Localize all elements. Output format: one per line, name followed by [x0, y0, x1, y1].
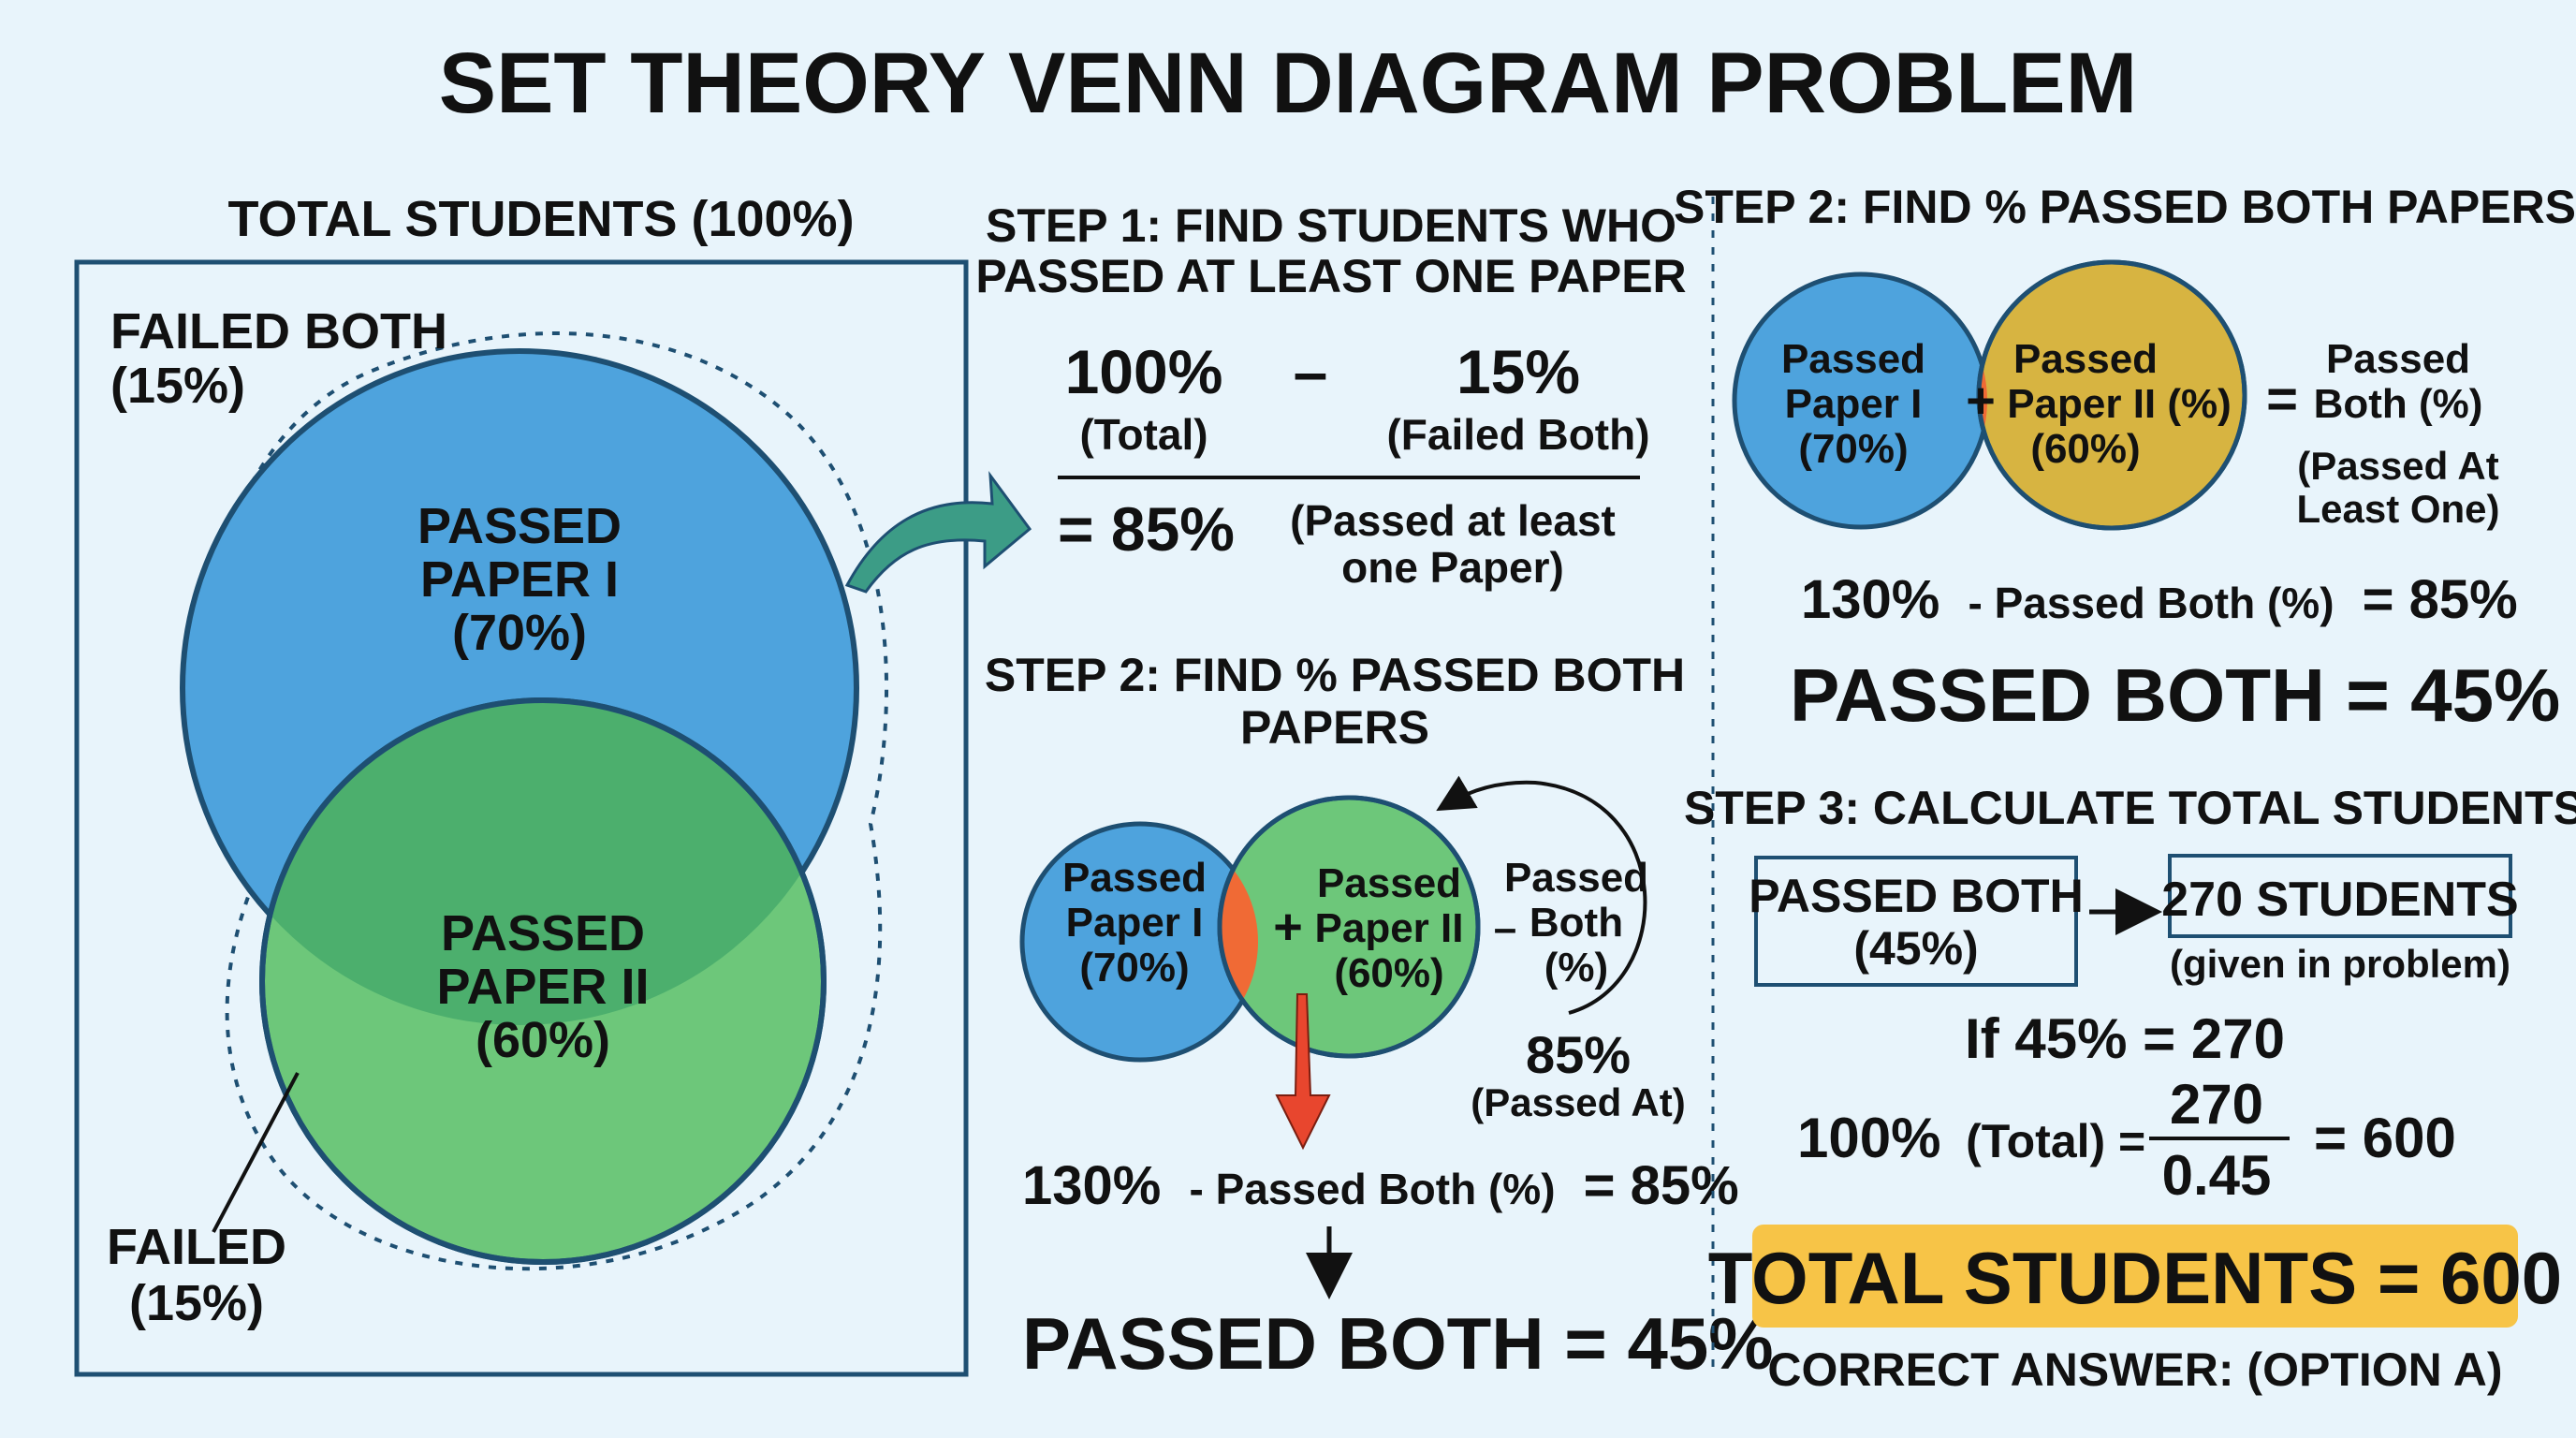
- step3-total-bold: 100%: [1797, 1107, 1940, 1169]
- mid-curved-arrow: [1436, 775, 1647, 1015]
- step1-title-line1: STEP 1: FIND STUDENTS WHO: [986, 199, 1676, 252]
- step3-box2-caption: (given in problem): [2170, 942, 2510, 986]
- right-plus: +: [1966, 373, 1996, 429]
- step3-denominator: 0.45: [2162, 1144, 2272, 1207]
- mid-both-line3: (%): [1544, 945, 1608, 990]
- step1-total-caption: (Total): [1079, 410, 1208, 459]
- step3-total-expr: 100% (Total) =: [1797, 1107, 2145, 1169]
- paper-overlap-region: [262, 700, 824, 1025]
- step1-failed-value: 15%: [1456, 337, 1580, 406]
- step1-result-caption-line1: (Passed at least: [1290, 496, 1616, 545]
- curved-arrow-to-step1: [844, 470, 1032, 594]
- mid-paper2-line2: Paper II: [1315, 905, 1464, 951]
- page-title: SET THEORY VENN DIAGRAM PROBLEM: [439, 36, 2138, 131]
- step3-numerator: 270: [2170, 1073, 2263, 1136]
- mid-paper1-line3: (70%): [1079, 945, 1189, 990]
- mid-answer: PASSED BOTH = 45%: [1022, 1302, 1774, 1385]
- circle2-label-line3: (60%): [476, 1012, 610, 1068]
- step1-title-line2: PASSED AT LEAST ONE PAPER: [975, 250, 1686, 302]
- right-paper1-line2: Paper I: [1785, 381, 1923, 427]
- step1-minus: –: [1294, 337, 1328, 406]
- step3-title: STEP 3: CALCULATE TOTAL STUDENTS: [1684, 782, 2576, 834]
- right-equals: =: [2266, 369, 2298, 430]
- mid-eq-left: 130%: [1022, 1155, 1161, 1216]
- step3-box1-line1: PASSED BOTH: [1749, 870, 2083, 922]
- passed-paper-2-outline: [259, 697, 827, 1265]
- step3-result: = 600: [2314, 1107, 2456, 1169]
- circle1-label-line2: PAPER I: [420, 551, 619, 608]
- right-paper2-line1: Passed: [2013, 336, 2158, 382]
- circle1-label-line1: PASSED: [417, 498, 622, 554]
- step3-students-box: [2168, 854, 2512, 938]
- step1-result-caption-line2: one Paper): [1341, 543, 1564, 592]
- step3-total-caption: (Total) =: [1966, 1115, 2145, 1167]
- mid-result-caption: (Passed At): [1471, 1080, 1686, 1124]
- step2-right-title: STEP 2: FIND % PASSED BOTH PAPERS: [1674, 181, 2576, 233]
- mid-plus: +: [1273, 899, 1303, 955]
- circle2-label-line1: PASSED: [441, 905, 645, 961]
- total-students-highlight: [1752, 1225, 2518, 1328]
- mid-paper2-line3: (60%): [1334, 950, 1443, 996]
- right-paper-2-outline: [1976, 259, 2247, 531]
- mid-red-arrow: [1275, 993, 1331, 1151]
- mid-minus: –: [1494, 905, 1516, 951]
- step1-failed-caption: (Failed Both): [1386, 410, 1649, 459]
- right-paper2-line2: Paper II (%): [2007, 381, 2232, 427]
- right-answer: PASSED BOTH = 45%: [1790, 653, 2560, 737]
- mid-eq-mid: - Passed Both (%): [1189, 1165, 1555, 1213]
- circle1-label-line3: (70%): [452, 605, 587, 661]
- failed-pointer-line: [212, 1072, 300, 1233]
- step2-mid-title-line2: PAPERS: [1240, 701, 1429, 754]
- right-paper1-line3: (70%): [1798, 426, 1908, 472]
- failed-label: FAILED: [107, 1219, 286, 1275]
- failed-both-pct: (15%): [110, 358, 245, 414]
- step3-if-line: If 45% = 270: [1965, 1007, 2285, 1070]
- right-both-line2: Both (%): [2314, 381, 2483, 427]
- step3-box2-text: 270 STUDENTS: [2161, 873, 2518, 927]
- step1-total-value: 100%: [1065, 337, 1223, 406]
- total-students-answer: TOTAL STUDENTS = 600: [1708, 1237, 2562, 1319]
- right-eq-right: = 85%: [2363, 569, 2518, 630]
- mid-both-line1: Passed: [1504, 855, 1648, 901]
- right-paper2-line3: (60%): [2030, 426, 2140, 472]
- right-both-line1: Passed: [2326, 336, 2470, 382]
- mid-equation: 130% - Passed Both (%) = 85%: [1022, 1155, 1739, 1216]
- step3-box1-line2: (45%): [1853, 922, 1978, 975]
- mid-paper1-line1: Passed: [1062, 855, 1207, 901]
- correct-answer: CORRECT ANSWER: (OPTION A): [1767, 1343, 2502, 1396]
- right-equation: 130% - Passed Both (%) = 85%: [1801, 569, 2518, 630]
- step3-passed-both-box: [1754, 856, 2078, 987]
- total-students-header: TOTAL STUDENTS (100%): [227, 191, 854, 247]
- mid-paper1-line2: Paper I: [1066, 900, 1204, 946]
- right-eq-mid: - Passed Both (%): [1968, 579, 2334, 627]
- mid-both-line2: Both: [1530, 900, 1623, 946]
- mid-eq-right: = 85%: [1584, 1155, 1739, 1216]
- universe-box: [74, 259, 969, 1377]
- right-both-line3: (Passed At: [2297, 444, 2499, 488]
- right-both-line4: Least One): [2296, 487, 2499, 531]
- union-dotted-outline: [200, 331, 888, 1271]
- failed-pct: (15%): [129, 1275, 264, 1331]
- circle2-label-line2: PAPER II: [436, 959, 649, 1015]
- mid-result-value: 85%: [1526, 1025, 1631, 1084]
- mid-paper2-line1: Passed: [1317, 860, 1461, 906]
- right-paper1-line1: Passed: [1781, 336, 1925, 382]
- step2-mid-title-line1: STEP 2: FIND % PASSED BOTH: [985, 649, 1685, 701]
- mid-paper-2-outline: [1217, 795, 1481, 1059]
- right-eq-left: 130%: [1801, 569, 1939, 630]
- failed-both-label: FAILED BOTH: [110, 303, 447, 360]
- step1-result: = 85%: [1058, 494, 1235, 564]
